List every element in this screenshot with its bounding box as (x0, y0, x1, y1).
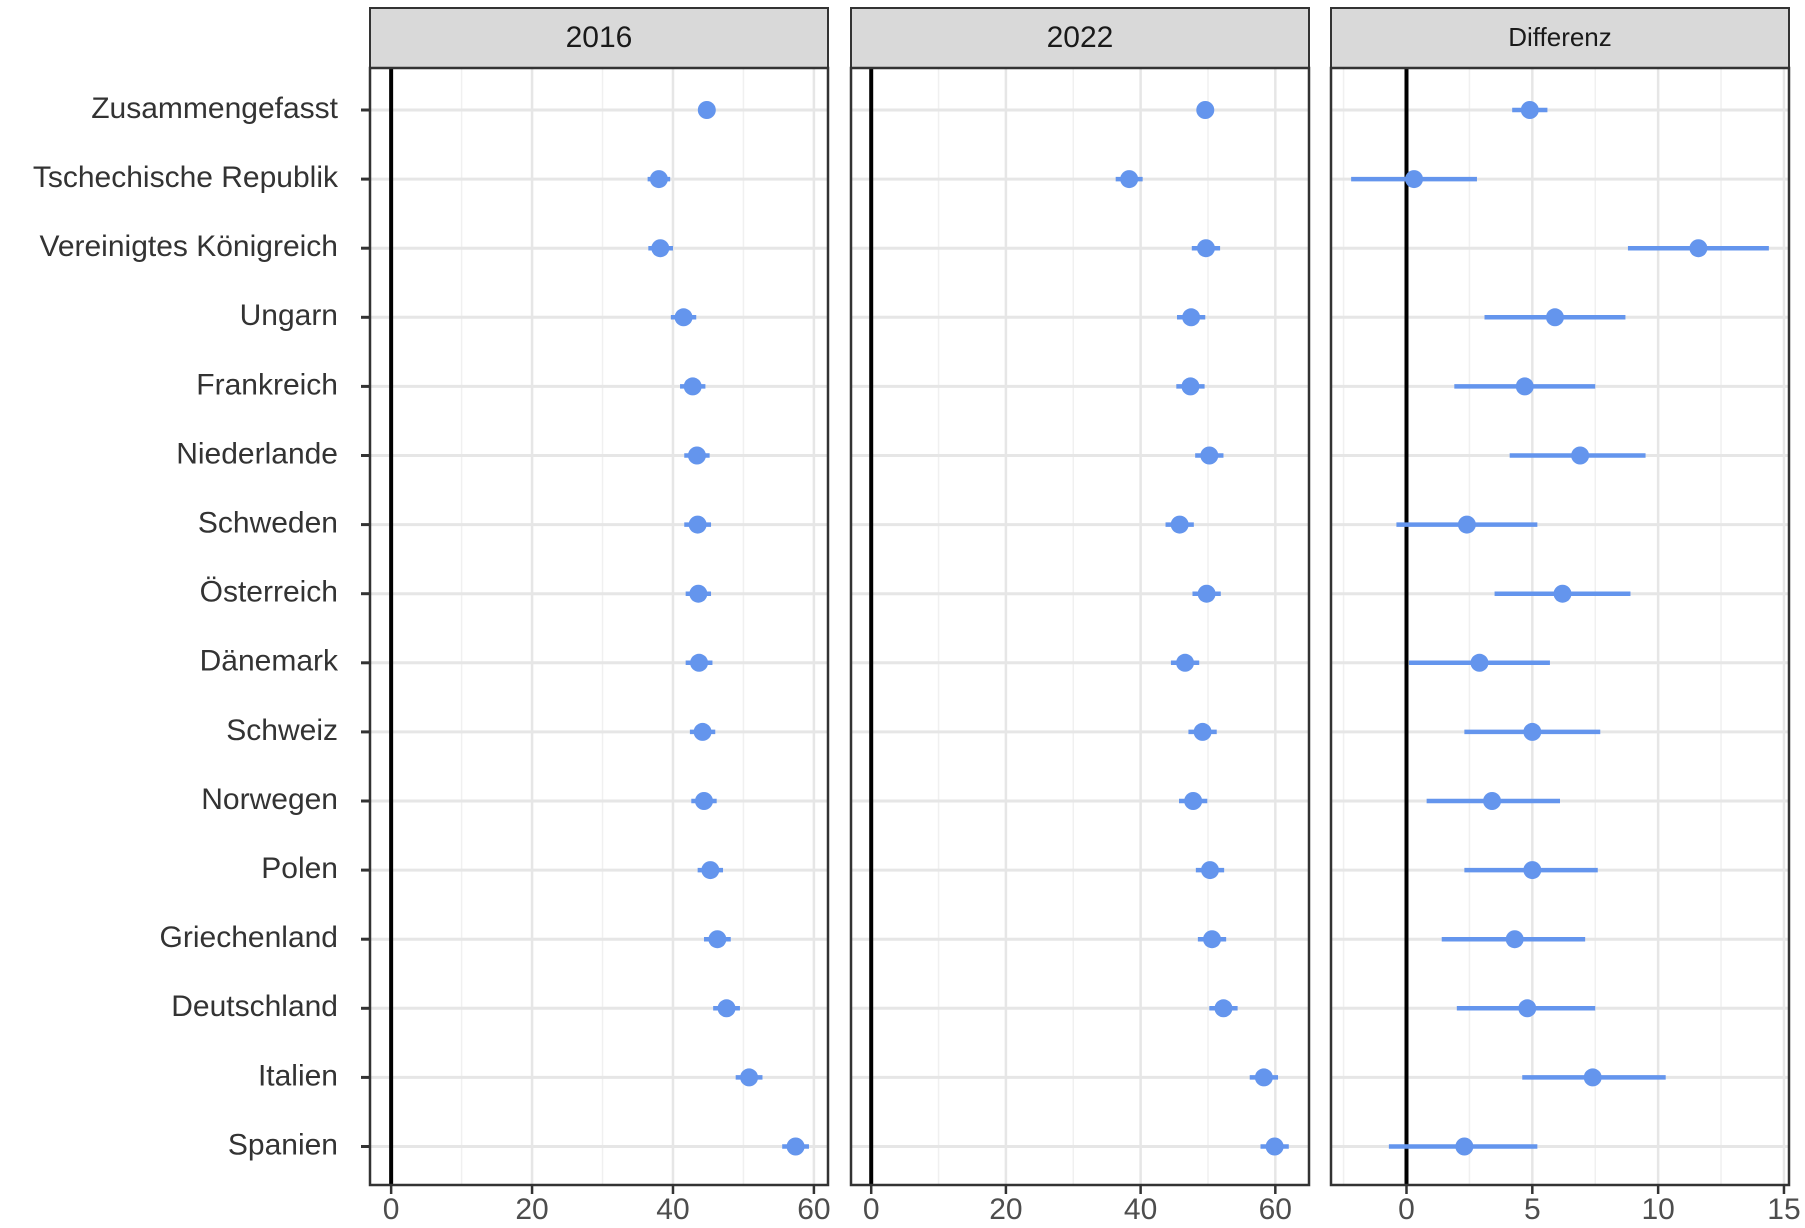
point-daenemark (690, 653, 709, 672)
panel-border (368, 66, 830, 1187)
point-schweiz (1193, 722, 1212, 741)
point-ungarn (1182, 308, 1201, 327)
category-label-tschechische-republik: Tschechische Republik (33, 161, 339, 194)
category-label-deutschland: Deutschland (171, 990, 338, 1023)
point-deutschland (1518, 999, 1537, 1018)
point-norwegen (1483, 792, 1502, 810)
point-griechenland (1505, 930, 1524, 949)
point-schweiz (1523, 722, 1542, 741)
point-norwegen (694, 792, 713, 810)
panel-border (1329, 66, 1791, 1187)
x-tick-label: 5 (1524, 1193, 1541, 1226)
point-oesterreich (689, 584, 708, 603)
x-tick-label: 0 (863, 1193, 880, 1226)
point-tschechische-republik (1405, 170, 1424, 189)
panel-title: Differenz (1508, 22, 1612, 52)
panel-2022: 2022 0 20 40 60 (849, 7, 1311, 1226)
point-tschechische-republik (649, 170, 668, 189)
point-polen (1523, 861, 1542, 880)
point-schweiz (693, 722, 712, 741)
point-frankreich (683, 377, 702, 396)
x-tick-label: 20 (989, 1193, 1022, 1226)
panel-title: 2016 (566, 21, 633, 54)
panel-title: 2022 (1047, 21, 1114, 54)
x-tick-label: 60 (1259, 1193, 1292, 1226)
panel-background (851, 68, 1309, 1185)
y-axis-labels: Zusammengefasst Tschechische Republik Vere… (33, 92, 370, 1161)
point-niederlande (1200, 446, 1219, 465)
point-ungarn (674, 308, 693, 327)
category-label-daenemark: Dänemark (200, 645, 339, 678)
point-ungarn (1545, 308, 1564, 327)
point-italien (1583, 1068, 1602, 1087)
x-tick-label: 0 (1398, 1193, 1415, 1226)
category-label-spanien: Spanien (228, 1128, 338, 1161)
x-tick-label: 10 (1641, 1193, 1674, 1226)
category-label-zusammengefasst: Zusammengefasst (91, 92, 338, 125)
point-niederlande (1571, 446, 1590, 465)
point-niederlande (687, 446, 706, 465)
point-polen (701, 861, 720, 880)
x-tick-label: 15 (1767, 1193, 1800, 1226)
category-label-niederlande: Niederlande (176, 437, 338, 470)
category-label-schweden: Schweden (198, 507, 338, 540)
point-deutschland (717, 999, 736, 1018)
x-tick-label: 0 (383, 1193, 400, 1226)
x-tick-label: 20 (515, 1193, 548, 1226)
x-tick-label: 40 (656, 1193, 689, 1226)
point-zusammengefasst (1196, 101, 1215, 119)
category-label-griechenland: Griechenland (160, 921, 338, 954)
point-vereinigtes-koenigreich (1196, 239, 1215, 258)
point-daenemark (1176, 653, 1195, 672)
point-italien (1254, 1068, 1273, 1087)
point-spanien (1455, 1137, 1474, 1156)
point-frankreich (1515, 377, 1534, 396)
category-label-frankreich: Frankreich (196, 368, 338, 401)
point-polen (1200, 861, 1219, 880)
point-schweden (1170, 515, 1189, 534)
point-vereinigtes-koenigreich (1689, 239, 1708, 258)
panel-2016: 2016 0 20 40 60 (368, 7, 831, 1226)
category-label-schweiz: Schweiz (226, 714, 338, 747)
strip-header-2022 (850, 7, 1310, 69)
category-label-norwegen: Norwegen (201, 783, 338, 816)
category-label-ungarn: Ungarn (240, 299, 338, 332)
point-zusammengefasst (697, 101, 716, 119)
point-tschechische-republik (1120, 170, 1139, 189)
point-oesterreich (1197, 584, 1216, 603)
point-griechenland (708, 930, 727, 949)
x-tick-label: 40 (1124, 1193, 1157, 1226)
panel-background (1331, 68, 1789, 1185)
point-daenemark (1470, 653, 1489, 672)
panel-background (370, 68, 828, 1185)
x-tick-label: 60 (797, 1193, 830, 1226)
point-oesterreich (1553, 584, 1572, 603)
point-spanien (786, 1137, 805, 1156)
point-schweden (1457, 515, 1476, 534)
panel-border (849, 66, 1311, 1187)
panel-differenz: Differenz 0 5 10 15 (1329, 7, 1801, 1226)
point-deutschland (1214, 999, 1233, 1018)
point-frankreich (1181, 377, 1200, 396)
point-zusammengefasst (1520, 101, 1539, 119)
point-griechenland (1203, 930, 1222, 949)
point-schweden (688, 515, 707, 534)
category-label-italien: Italien (258, 1059, 338, 1092)
point-norwegen (1184, 792, 1203, 810)
point-italien (740, 1068, 759, 1087)
point-spanien (1265, 1137, 1284, 1156)
category-label-vereinigtes-koenigreich: Vereinigtes Königreich (39, 230, 338, 263)
point-vereinigtes-koenigreich (651, 239, 670, 258)
category-label-polen: Polen (261, 852, 338, 885)
category-label-oesterreich: Österreich (200, 576, 338, 609)
